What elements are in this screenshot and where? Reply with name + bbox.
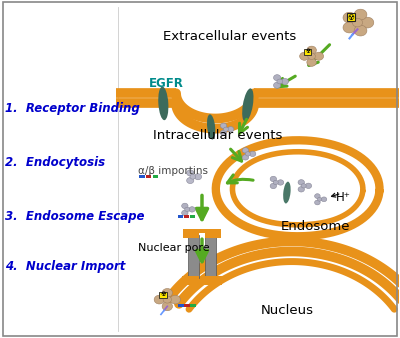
- Circle shape: [343, 12, 356, 23]
- Circle shape: [308, 53, 316, 59]
- Circle shape: [298, 179, 304, 185]
- Circle shape: [343, 22, 356, 33]
- Text: Nucleus: Nucleus: [261, 304, 314, 317]
- FancyBboxPatch shape: [146, 175, 151, 178]
- Text: H⁺: H⁺: [336, 191, 350, 204]
- FancyBboxPatch shape: [182, 282, 222, 285]
- Circle shape: [298, 187, 304, 192]
- Text: Extracellular events: Extracellular events: [163, 29, 296, 43]
- FancyBboxPatch shape: [347, 14, 356, 21]
- Circle shape: [190, 174, 196, 179]
- FancyBboxPatch shape: [190, 304, 196, 307]
- Text: 1.  Receptor Binding: 1. Receptor Binding: [5, 102, 140, 115]
- FancyBboxPatch shape: [152, 175, 158, 178]
- Circle shape: [305, 183, 312, 189]
- Circle shape: [220, 130, 227, 136]
- Text: ☢: ☢: [348, 13, 354, 22]
- Circle shape: [154, 295, 164, 304]
- Circle shape: [162, 302, 172, 311]
- FancyBboxPatch shape: [204, 235, 216, 279]
- FancyBboxPatch shape: [188, 235, 200, 279]
- Circle shape: [307, 46, 316, 54]
- FancyBboxPatch shape: [204, 276, 222, 283]
- FancyBboxPatch shape: [184, 232, 200, 238]
- FancyBboxPatch shape: [139, 175, 144, 178]
- Text: α/β importins: α/β importins: [138, 166, 208, 176]
- Circle shape: [301, 184, 306, 188]
- Circle shape: [307, 58, 316, 66]
- Circle shape: [162, 289, 172, 297]
- Circle shape: [187, 177, 194, 184]
- Text: ☢: ☢: [160, 292, 166, 297]
- Text: 3.  Endosome Escape: 3. Endosome Escape: [5, 210, 144, 223]
- FancyBboxPatch shape: [182, 276, 200, 283]
- FancyBboxPatch shape: [159, 292, 166, 297]
- Circle shape: [182, 210, 188, 216]
- Circle shape: [270, 176, 276, 182]
- Circle shape: [314, 52, 324, 60]
- FancyBboxPatch shape: [204, 232, 220, 238]
- FancyBboxPatch shape: [178, 304, 184, 307]
- FancyBboxPatch shape: [184, 215, 189, 218]
- Circle shape: [242, 155, 249, 160]
- Circle shape: [189, 207, 195, 212]
- Circle shape: [220, 123, 227, 128]
- Circle shape: [223, 127, 228, 131]
- Circle shape: [352, 18, 362, 27]
- FancyBboxPatch shape: [304, 49, 311, 54]
- Ellipse shape: [242, 88, 254, 122]
- Text: Nuclear pore: Nuclear pore: [138, 243, 210, 253]
- Circle shape: [270, 183, 276, 189]
- Circle shape: [274, 82, 281, 88]
- Circle shape: [185, 207, 190, 212]
- Circle shape: [317, 197, 322, 201]
- Circle shape: [281, 78, 288, 84]
- Ellipse shape: [158, 87, 168, 120]
- Ellipse shape: [283, 182, 291, 203]
- Text: Endosome: Endosome: [281, 220, 350, 233]
- Text: EGFR: EGFR: [149, 77, 184, 90]
- Circle shape: [187, 170, 194, 176]
- Circle shape: [250, 151, 256, 156]
- Circle shape: [273, 180, 278, 185]
- Circle shape: [170, 295, 180, 304]
- Circle shape: [242, 148, 249, 153]
- Text: 2.  Endocytosis: 2. Endocytosis: [5, 156, 105, 169]
- Circle shape: [245, 152, 250, 156]
- Circle shape: [361, 17, 374, 28]
- Circle shape: [300, 52, 309, 60]
- Circle shape: [228, 127, 234, 132]
- Circle shape: [277, 180, 284, 185]
- Text: 4.  Nuclear Import: 4. Nuclear Import: [5, 260, 125, 273]
- Circle shape: [277, 79, 282, 84]
- Text: Intracellular events: Intracellular events: [153, 129, 283, 142]
- Circle shape: [194, 174, 202, 180]
- Ellipse shape: [207, 114, 215, 140]
- Circle shape: [274, 75, 281, 81]
- Circle shape: [321, 197, 327, 202]
- FancyBboxPatch shape: [184, 229, 220, 233]
- FancyBboxPatch shape: [184, 304, 190, 307]
- Circle shape: [163, 296, 172, 303]
- FancyBboxPatch shape: [178, 215, 183, 218]
- Circle shape: [315, 194, 320, 198]
- Circle shape: [354, 25, 367, 36]
- Circle shape: [354, 9, 367, 20]
- FancyBboxPatch shape: [190, 215, 195, 218]
- Circle shape: [182, 203, 188, 209]
- Text: ☢: ☢: [305, 49, 310, 54]
- Circle shape: [315, 200, 320, 205]
